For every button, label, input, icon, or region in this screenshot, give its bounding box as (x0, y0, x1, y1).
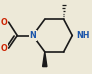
Text: O: O (1, 18, 8, 27)
Polygon shape (43, 52, 47, 67)
Text: NH: NH (77, 31, 90, 40)
Text: N: N (29, 31, 36, 40)
Text: O: O (1, 44, 8, 53)
